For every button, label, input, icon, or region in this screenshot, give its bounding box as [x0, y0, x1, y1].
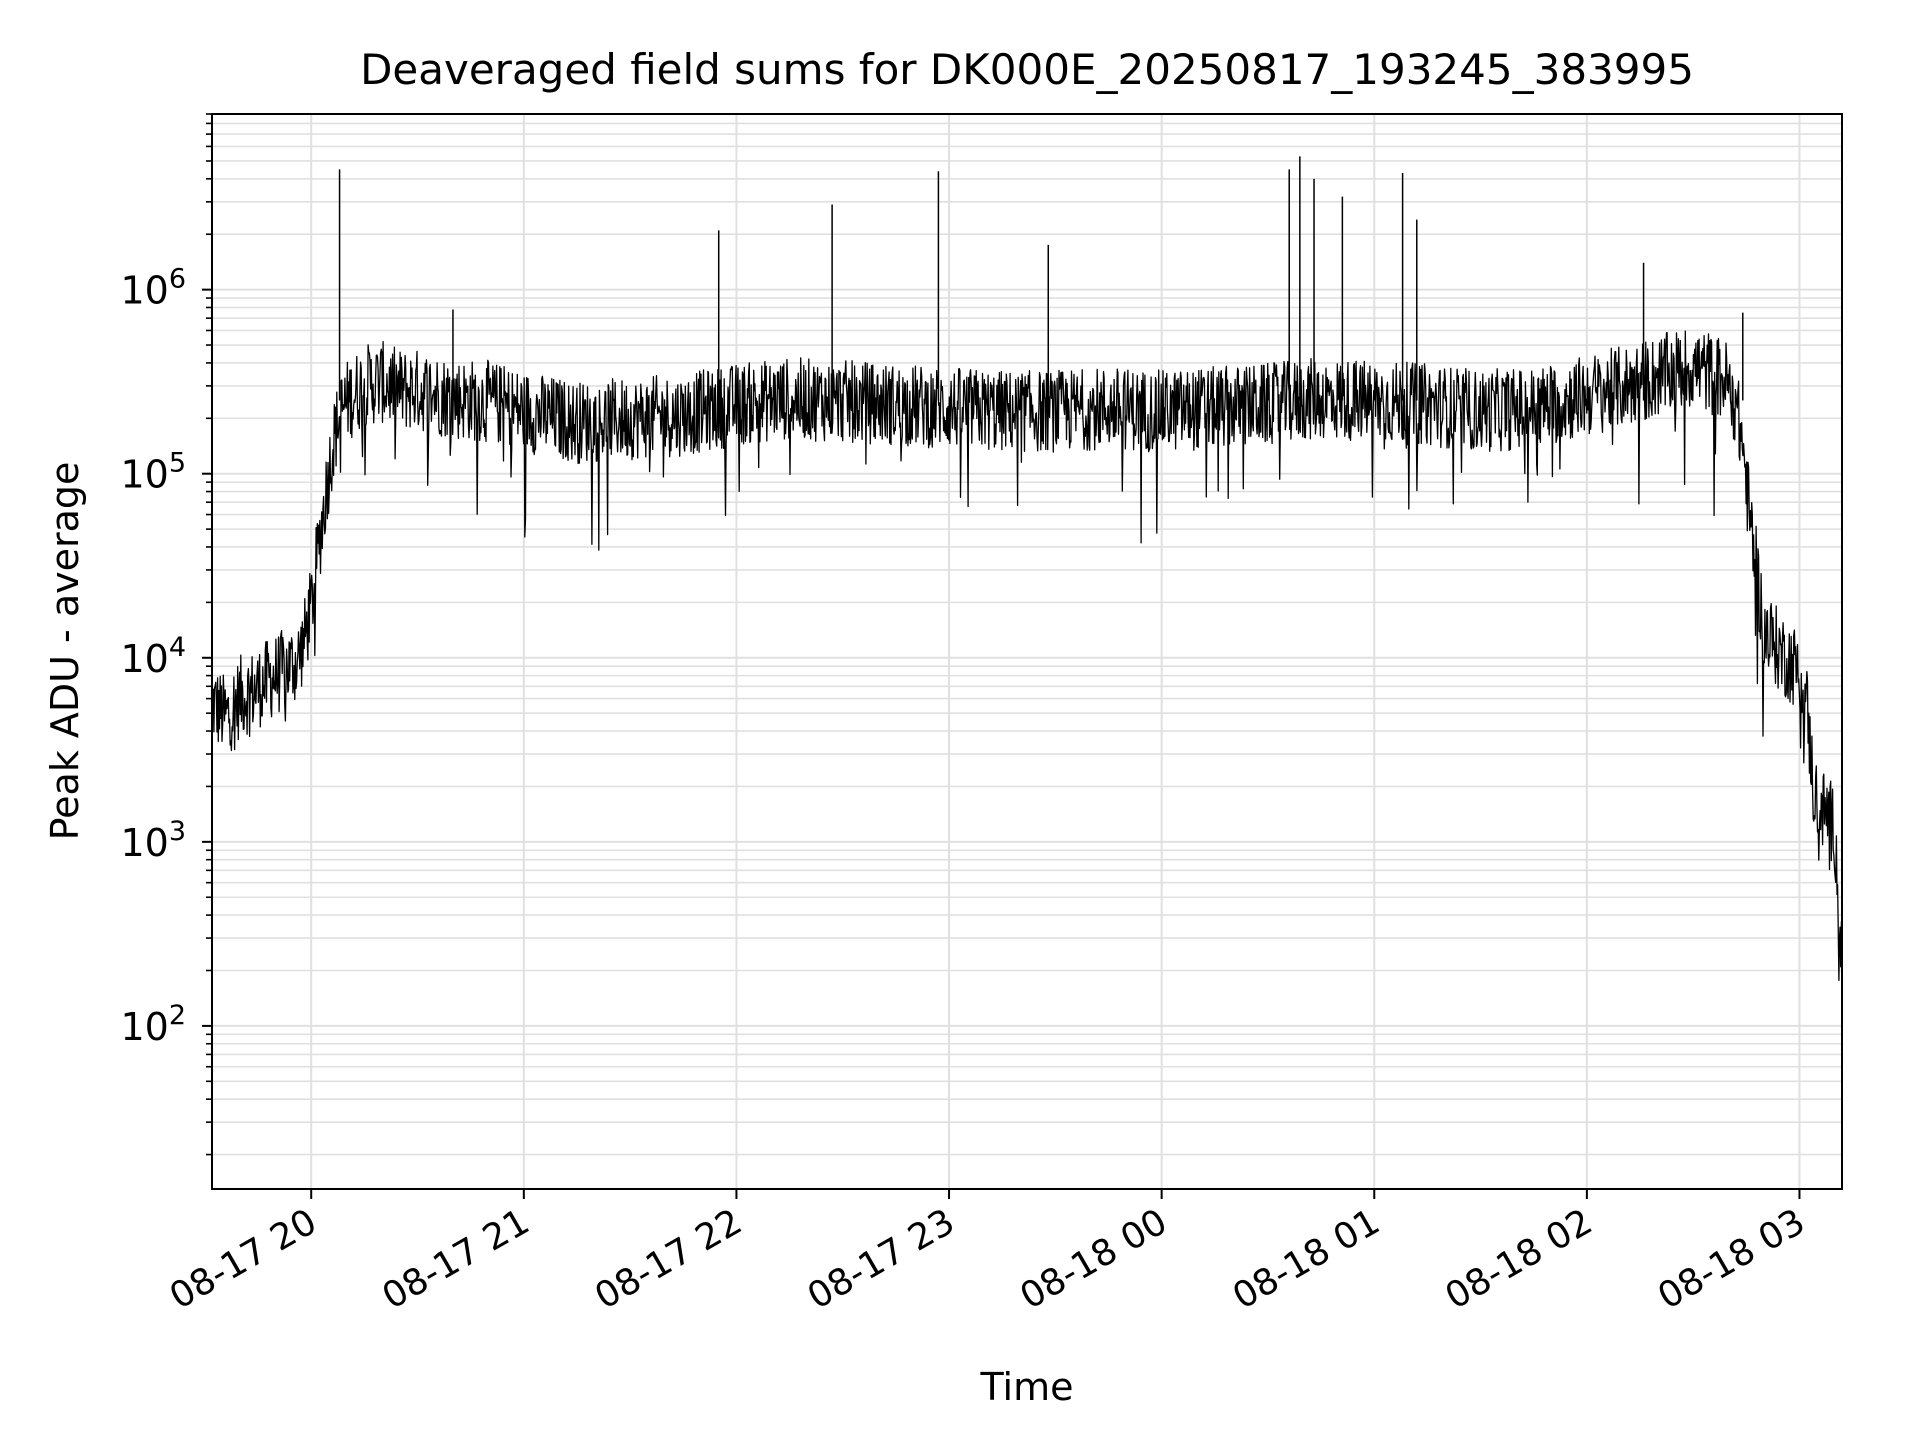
y-tick-label-base: 10 — [120, 637, 168, 681]
y-tick-label-exponent: 2 — [169, 1000, 186, 1031]
y-tick-label-base: 10 — [120, 821, 168, 865]
y-tick-label-exponent: 4 — [169, 632, 186, 663]
y-tick-label: 104 — [120, 632, 186, 681]
y-axis-label: Peak ADU - average — [43, 462, 87, 841]
y-tick-label-base: 10 — [120, 1005, 168, 1049]
y-tick-label: 102 — [120, 1000, 186, 1049]
y-tick-label: 105 — [120, 448, 186, 497]
y-tick-label-base: 10 — [120, 453, 168, 497]
y-tick-label-exponent: 3 — [169, 816, 186, 847]
plot-frame — [211, 113, 1843, 1190]
y-tick-label-exponent: 5 — [169, 448, 186, 479]
x-axis-label: Time — [980, 1365, 1074, 1409]
grid — [212, 113, 1842, 1189]
y-tick-label-exponent: 6 — [169, 264, 186, 295]
series-layer — [211, 156, 1843, 994]
series-line — [211, 330, 1843, 994]
y-tick-label: 106 — [120, 264, 186, 313]
y-tick-label: 103 — [120, 816, 186, 865]
chart-title: Deaveraged field sums for DK000E_2025081… — [360, 45, 1694, 94]
y-tick-label-base: 10 — [120, 269, 168, 313]
